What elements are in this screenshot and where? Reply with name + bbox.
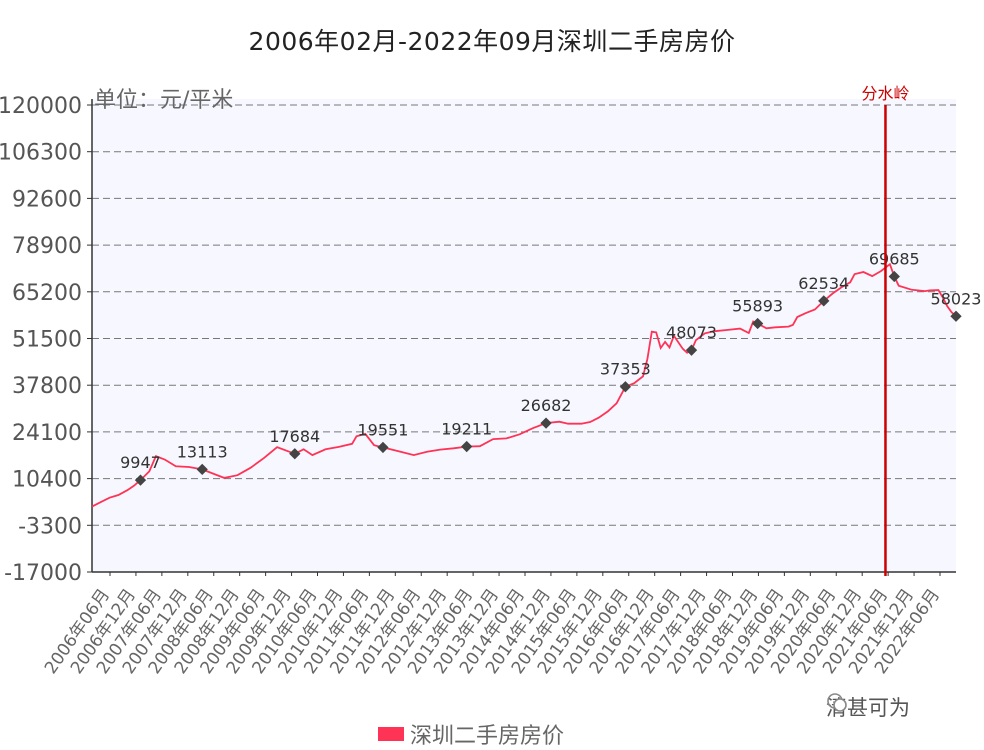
data-label: 17684 (269, 427, 320, 446)
data-label: 58023 (931, 289, 982, 308)
y-tick-label: 78900 (12, 234, 82, 259)
y-tick-label: 106300 (0, 141, 82, 166)
y-tick-label: 65200 (12, 281, 82, 306)
divider-label: 分水岭 (861, 84, 909, 103)
data-point (134, 474, 147, 486)
data-point (751, 317, 764, 330)
y-tick-label: 92600 (12, 187, 82, 212)
data-point (619, 381, 632, 393)
data-point (685, 344, 698, 356)
y-tick-label: 51500 (12, 328, 82, 353)
data-label: 37353 (600, 360, 651, 379)
data-label: 13113 (177, 442, 228, 461)
data-label: 62534 (798, 274, 849, 293)
data-point (461, 440, 473, 453)
data-point (818, 295, 830, 307)
data-label: 26682 (521, 396, 572, 415)
data-point (196, 463, 208, 476)
data-point (888, 270, 900, 283)
data-label: 9947 (120, 453, 161, 472)
legend-label: 深圳二手房房价 (410, 724, 565, 749)
data-point (540, 417, 552, 429)
chart-title: 2006年02月-2022年09月深圳二手房房价 (248, 27, 736, 56)
series-line (91, 262, 957, 508)
data-label: 55893 (732, 297, 783, 316)
data-label: 19211 (441, 420, 492, 439)
y-tick-label: -3300 (18, 514, 82, 539)
data-label: 19551 (357, 420, 408, 439)
data-point (377, 441, 389, 454)
data-label: 48073 (666, 323, 717, 342)
legend-swatch (378, 727, 404, 741)
y-tick-label: 120000 (0, 94, 82, 119)
plot-area (92, 99, 956, 572)
wechat-icon (827, 693, 847, 712)
legend: 深圳二手房房价 (378, 718, 564, 750)
y-tick-label: -17000 (4, 561, 82, 586)
y-tick-label: 10400 (12, 468, 82, 493)
data-point (289, 448, 301, 460)
y-tick-label: 24100 (12, 421, 82, 446)
watermark: 清甚可为 (826, 692, 910, 722)
unit-label: 单位：元/平米 (94, 88, 233, 113)
y-tick-label: 37800 (12, 374, 82, 399)
data-label: 69685 (869, 250, 920, 269)
data-point (950, 310, 962, 322)
